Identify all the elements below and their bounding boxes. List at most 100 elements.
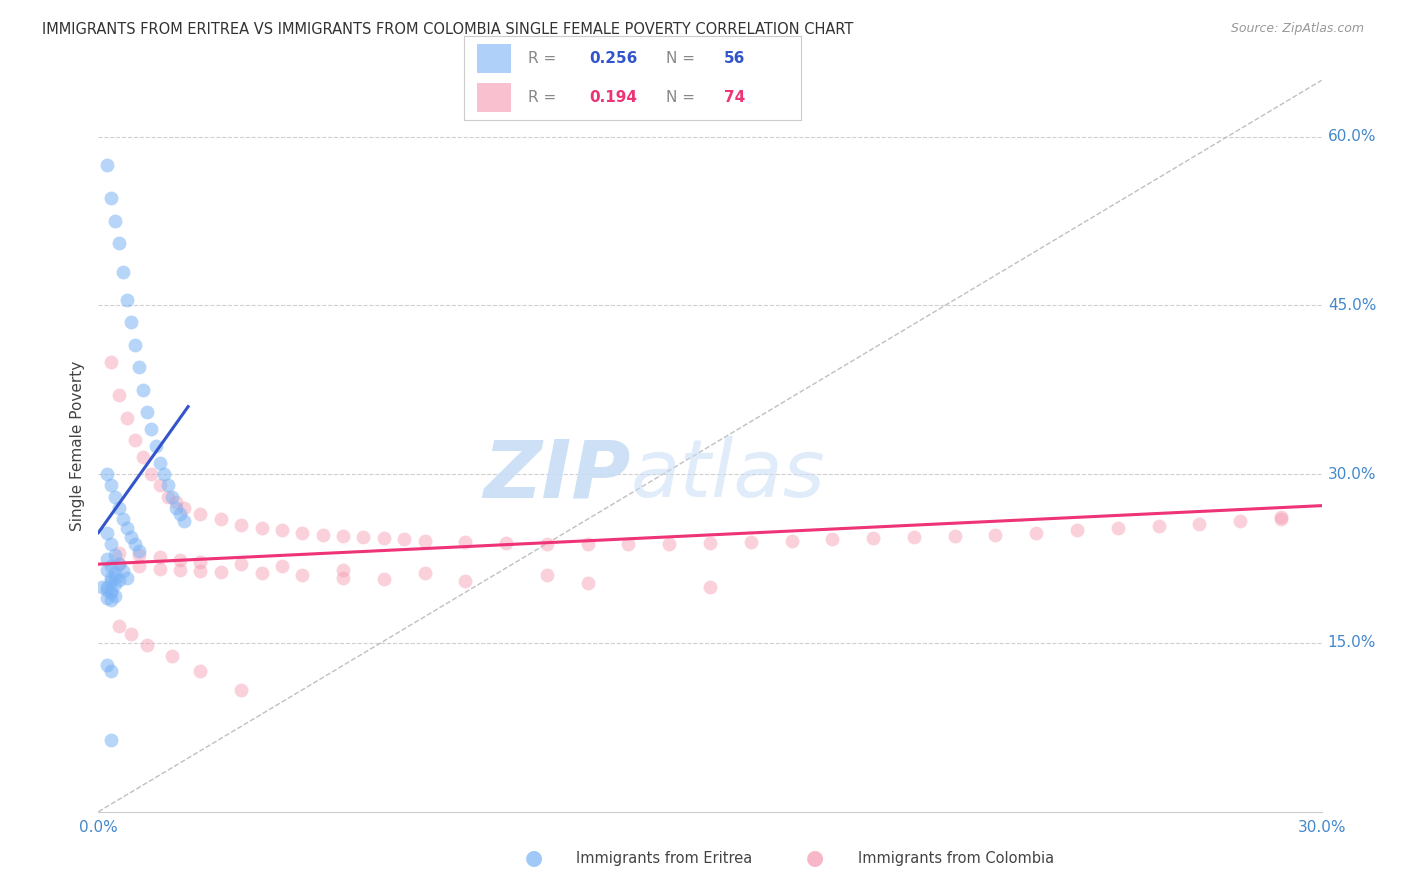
Point xyxy=(160,490,183,504)
Point xyxy=(169,563,191,577)
Point xyxy=(495,535,517,549)
Point xyxy=(96,158,118,172)
Point xyxy=(120,315,142,329)
Point xyxy=(332,563,354,577)
Point xyxy=(104,566,127,581)
Text: N =: N = xyxy=(666,90,700,105)
Point xyxy=(141,467,163,482)
Point xyxy=(536,537,558,551)
Point xyxy=(209,512,232,526)
Point xyxy=(128,360,150,375)
Point xyxy=(104,577,127,591)
Text: R =: R = xyxy=(529,90,561,105)
Text: ZIP: ZIP xyxy=(484,436,630,515)
Point xyxy=(576,537,599,551)
Text: 0.256: 0.256 xyxy=(589,51,637,66)
Point xyxy=(108,619,131,633)
Point xyxy=(128,548,150,562)
Point xyxy=(108,500,131,515)
Point xyxy=(100,593,122,607)
Point xyxy=(136,638,159,652)
Text: Source: ZipAtlas.com: Source: ZipAtlas.com xyxy=(1230,22,1364,36)
Point xyxy=(128,559,150,574)
Point xyxy=(291,568,314,582)
Text: ●: ● xyxy=(526,848,543,868)
Point xyxy=(188,564,212,578)
Point xyxy=(149,562,172,576)
Point xyxy=(231,557,253,571)
Text: 0.194: 0.194 xyxy=(589,90,637,105)
Point xyxy=(413,566,436,581)
Point xyxy=(91,580,114,594)
Point xyxy=(903,530,925,544)
Point xyxy=(156,490,179,504)
Point xyxy=(152,467,174,482)
Point xyxy=(699,535,721,549)
Point xyxy=(862,531,884,545)
Text: 15.0%: 15.0% xyxy=(1327,635,1376,650)
Point xyxy=(149,456,172,470)
Point xyxy=(270,559,294,574)
Point xyxy=(145,439,167,453)
Text: N =: N = xyxy=(666,51,700,66)
Point xyxy=(250,521,273,535)
Point xyxy=(108,388,131,402)
Text: 30.0%: 30.0% xyxy=(1327,467,1376,482)
Point xyxy=(454,574,477,588)
Point xyxy=(392,533,416,547)
Point xyxy=(188,555,212,569)
Point xyxy=(124,337,146,351)
Point xyxy=(332,571,354,585)
Point xyxy=(454,534,477,549)
Point xyxy=(1147,519,1170,533)
Point xyxy=(96,525,118,540)
Point xyxy=(169,552,191,566)
Point xyxy=(100,191,122,205)
Point xyxy=(149,478,172,492)
Point xyxy=(165,495,187,509)
Point xyxy=(104,571,127,585)
Point xyxy=(173,515,195,529)
Point xyxy=(100,574,122,588)
Point xyxy=(100,537,122,551)
Point xyxy=(699,580,721,594)
Point xyxy=(100,559,122,574)
Text: IMMIGRANTS FROM ERITREA VS IMMIGRANTS FROM COLOMBIA SINGLE FEMALE POVERTY CORREL: IMMIGRANTS FROM ERITREA VS IMMIGRANTS FR… xyxy=(42,22,853,37)
Point xyxy=(132,450,155,465)
Point xyxy=(188,507,212,521)
Bar xyxy=(478,83,512,112)
Point xyxy=(169,507,191,521)
Point xyxy=(1025,525,1047,540)
Text: R =: R = xyxy=(529,51,561,66)
Point xyxy=(111,564,134,578)
Point xyxy=(115,521,138,535)
Point xyxy=(173,500,195,515)
Point xyxy=(104,490,127,504)
Point xyxy=(115,410,138,425)
Point xyxy=(740,534,762,549)
Point xyxy=(104,214,127,228)
Text: 56: 56 xyxy=(724,51,745,66)
Point xyxy=(576,576,599,591)
Point xyxy=(413,533,436,548)
Point xyxy=(111,264,134,278)
Point xyxy=(96,467,118,482)
Text: 74: 74 xyxy=(724,90,745,105)
Point xyxy=(96,551,118,566)
Point xyxy=(115,293,138,307)
Point xyxy=(352,530,374,544)
Point xyxy=(104,548,127,562)
Point xyxy=(96,580,118,594)
Point xyxy=(1066,524,1088,538)
Point xyxy=(617,537,640,551)
Point xyxy=(1107,521,1129,535)
Point xyxy=(100,586,122,600)
Point xyxy=(96,582,118,597)
Y-axis label: Single Female Poverty: Single Female Poverty xyxy=(69,361,84,531)
Point xyxy=(124,434,146,448)
Point xyxy=(100,732,122,747)
Text: ●: ● xyxy=(807,848,824,868)
Point xyxy=(124,537,146,551)
Point xyxy=(1270,509,1292,524)
Point xyxy=(780,533,803,548)
